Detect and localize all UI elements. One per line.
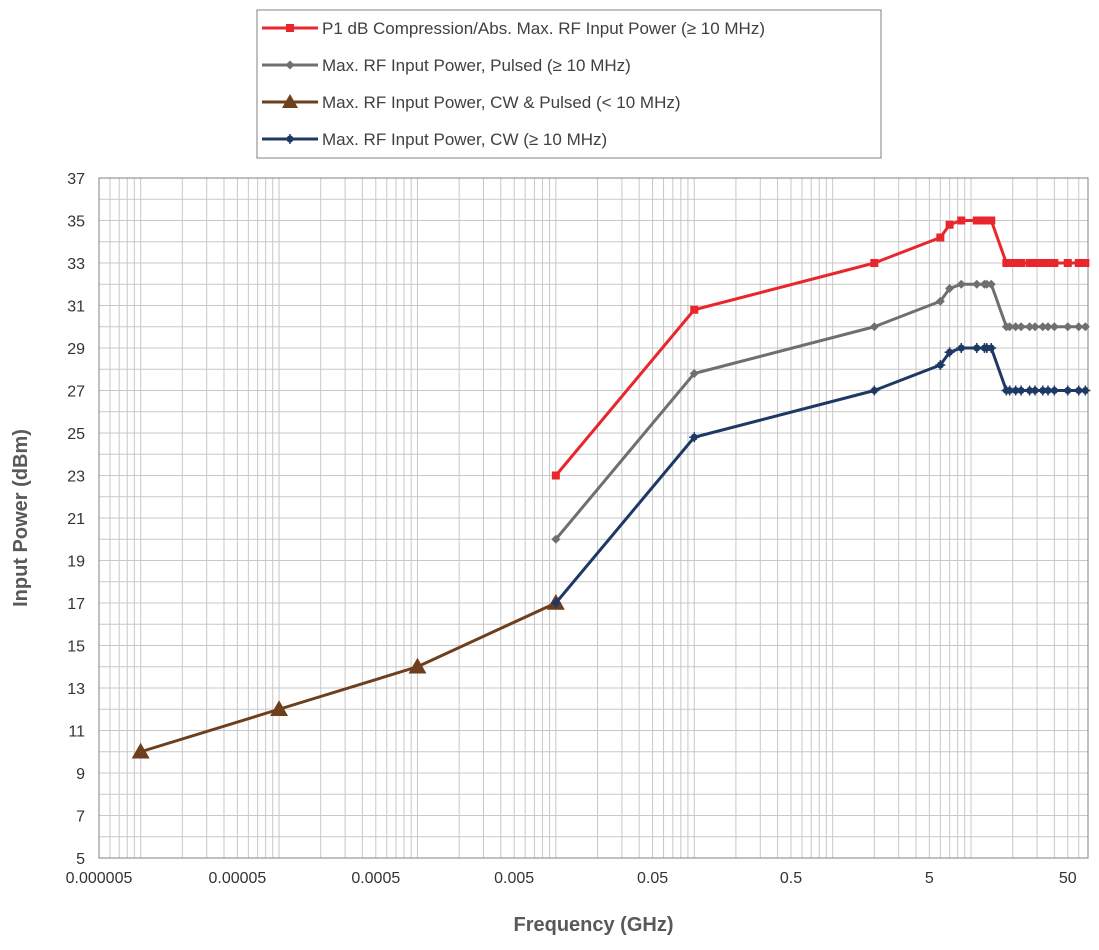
data-point-marker [1050,259,1059,267]
data-point-marker [1011,259,1020,267]
data-point-marker [1030,322,1040,332]
y-tick-label: 5 [76,851,85,868]
x-axis-title: Frequency (GHz) [513,914,673,936]
data-point-marker [869,322,879,332]
x-tick-label: 5 [925,870,934,887]
data-point-marker [936,233,945,242]
legend-entry: P1 dB Compression/Abs. Max. RF Input Pow… [262,19,765,38]
legend-label: Max. RF Input Power, CW & Pulsed (< 10 M… [322,93,681,112]
y-tick-label: 25 [67,426,85,443]
data-point-marker [956,279,966,289]
y-tick-labels: 5 7 9 11 13 15 17 19 21 23 25 27 29 31 33 35 37 [67,171,85,868]
data-point-marker [282,94,298,108]
data-point-marker [972,279,982,289]
data-point-marker [690,305,699,314]
y-tick-label: 11 [68,724,85,741]
x-tick-label: 0.000005 [66,870,133,887]
data-point-marker [1005,259,1014,267]
legend-entry: Max. RF Input Power, Pulsed (≥ 10 MHz) [262,56,631,75]
data-point-marker [972,216,981,225]
data-point-marker [987,216,996,225]
data-point-marker [982,216,991,225]
data-point-marker [1016,322,1026,332]
data-point-marker [1038,259,1047,267]
data-point-marker [1005,322,1015,332]
y-tick-label: 29 [67,341,85,358]
legend-label: Max. RF Input Power, CW (≥ 10 MHz) [322,130,607,149]
x-tick-label: 0.5 [780,870,802,887]
data-point-marker [1074,322,1084,332]
y-tick-label: 31 [67,299,85,316]
data-point-marker [945,284,955,293]
x-tick-label: 0.05 [637,870,668,887]
data-point-marker [1044,259,1053,267]
data-point-marker [1081,259,1090,267]
data-point-marker [935,296,945,306]
y-tick-label: 19 [67,554,85,571]
legend-label: P1 dB Compression/Abs. Max. RF Input Pow… [322,19,765,38]
data-point-marker [408,657,427,674]
y-tick-label: 33 [67,256,85,273]
legend-entry: Max. RF Input Power, CW (≥ 10 MHz) [262,130,607,149]
x-tick-label: 0.005 [494,870,534,887]
y-tick-label: 9 [76,766,85,783]
data-point-marker [1063,259,1072,267]
data-point-marker [1043,322,1053,332]
plot-area-border [98,177,1089,859]
legend: P1 dB Compression/Abs. Max. RF Input Pow… [256,9,882,159]
data-point-marker [1080,322,1090,332]
x-tick-label: 0.0005 [351,870,400,887]
y-tick-label: 7 [76,809,85,826]
x-tick-label: 50 [1059,870,1077,887]
data-point-marker [1025,322,1035,332]
data-point-marker [1025,259,1034,267]
x-tick-labels: 0.000005 0.00005 0.0005 0.005 0.05 0.5 5 50 [66,870,1077,887]
data-point-marker [1031,259,1040,267]
series-line [140,601,557,754]
y-tick-label: 27 [67,384,85,401]
data-point-marker [270,700,289,716]
y-axis-title: Input Power (dBm) [10,429,32,607]
series-layer [131,216,1091,759]
data-point-marker [551,534,561,544]
data-point-marker [131,742,150,759]
data-point-marker [1049,322,1059,332]
x-tick-label: 0.00005 [208,870,266,887]
y-tick-label: 17 [67,596,85,613]
data-point-marker [870,259,879,267]
series-2 [551,279,1090,544]
data-point-marker [1038,322,1048,332]
data-point-marker [285,60,295,70]
data-point-marker [689,369,699,378]
data-point-marker [1017,259,1026,267]
legend-entry: Max. RF Input Power, CW & Pulsed (< 10 M… [262,93,681,112]
y-tick-label: 21 [67,511,85,528]
y-tick-label: 35 [67,214,85,231]
y-tick-label: 23 [67,469,85,486]
legend-label: Max. RF Input Power, Pulsed (≥ 10 MHz) [322,56,631,75]
y-tick-label: 15 [67,639,85,656]
data-point-marker [986,279,996,289]
data-point-marker [1074,259,1083,267]
series-4 [550,343,1091,608]
data-point-marker [945,220,954,229]
grid [98,177,1089,859]
legend-box [256,9,882,159]
data-point-marker [1063,322,1073,332]
series-1 [551,216,1090,480]
data-point-marker [286,24,294,32]
data-point-marker [957,216,966,225]
data-point-marker [551,471,560,480]
series-3 [131,594,565,759]
data-point-marker [1011,322,1021,332]
y-tick-label: 13 [67,681,85,698]
y-tick-label: 37 [67,171,85,188]
